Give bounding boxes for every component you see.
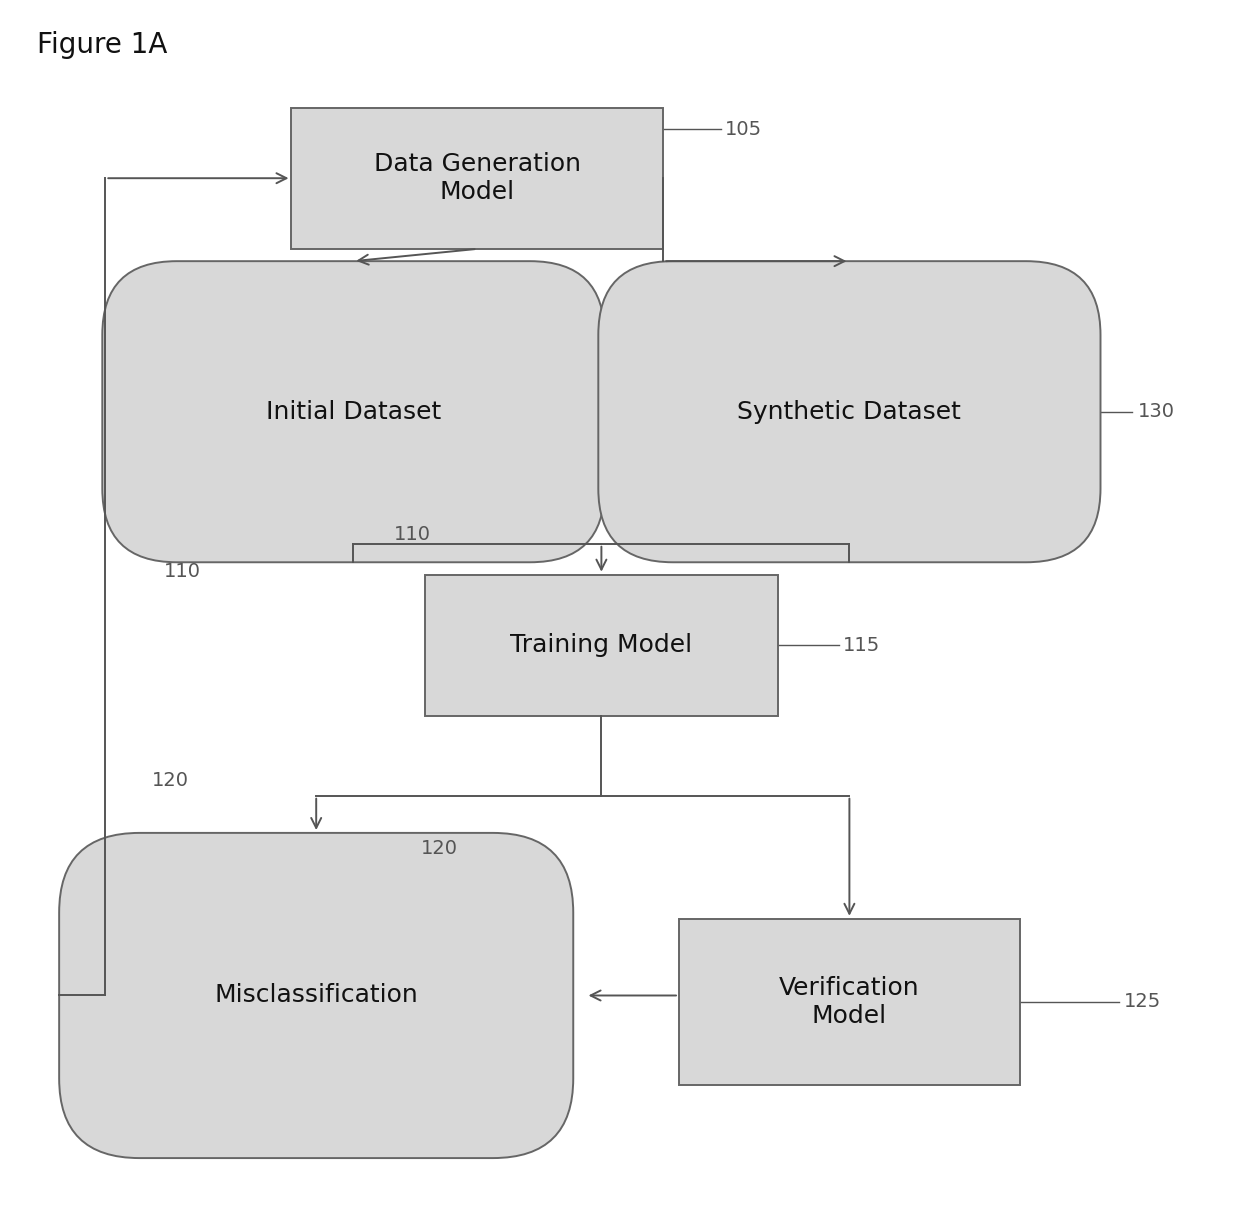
FancyBboxPatch shape <box>599 262 1101 563</box>
Text: 130: 130 <box>1137 402 1174 422</box>
Text: 125: 125 <box>1125 992 1162 1011</box>
FancyBboxPatch shape <box>424 575 779 715</box>
Text: Synthetic Dataset: Synthetic Dataset <box>738 399 961 424</box>
Text: 110: 110 <box>393 525 430 544</box>
Text: Data Generation
Model: Data Generation Model <box>374 152 580 204</box>
FancyBboxPatch shape <box>102 262 604 563</box>
Text: Initial Dataset: Initial Dataset <box>265 399 441 424</box>
Text: 110: 110 <box>164 563 201 581</box>
Text: 120: 120 <box>151 771 188 790</box>
FancyBboxPatch shape <box>680 919 1021 1085</box>
Text: 120: 120 <box>420 838 458 858</box>
Text: Figure 1A: Figure 1A <box>37 31 167 59</box>
Text: 115: 115 <box>843 635 880 655</box>
Text: Misclassification: Misclassification <box>215 983 418 1008</box>
Text: Training Model: Training Model <box>511 633 692 658</box>
Text: 105: 105 <box>724 119 761 139</box>
FancyBboxPatch shape <box>60 833 573 1158</box>
FancyBboxPatch shape <box>291 108 663 249</box>
Text: Verification
Model: Verification Model <box>779 976 920 1027</box>
